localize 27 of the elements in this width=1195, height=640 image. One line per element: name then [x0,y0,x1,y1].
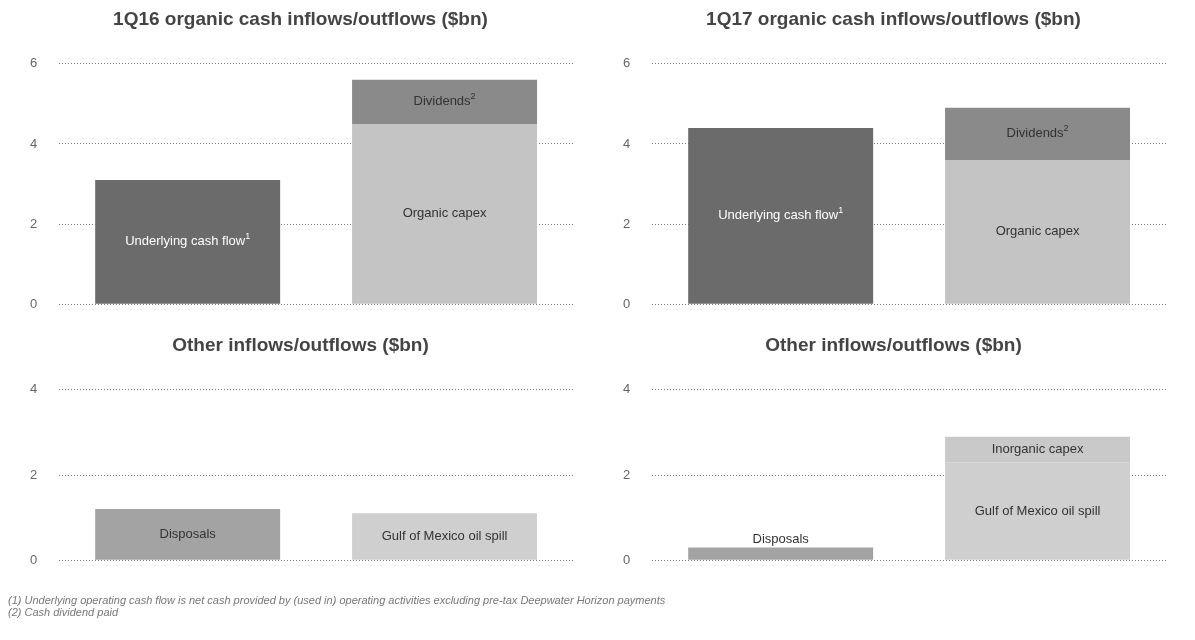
text: (2) Cash dividend paid [8,606,120,618]
chart-title: Other inflows/outflows ($bn) [764,334,1023,357]
series-label: Organic capex [995,223,1080,239]
y-tick-label: 2 [623,215,631,231]
series-label: Gulf of Mexico oil spill [974,502,1101,518]
y-tick-label: 4 [623,135,631,151]
chart-title: Other inflows/outflows ($bn) [171,334,430,357]
y-tick-label: 4 [623,381,631,397]
y-tick-label: 6 [30,55,38,71]
y-tick-label: 4 [30,135,38,151]
y-tick-label: 2 [623,466,631,482]
chart-title: 1Q16 organic cash inflows/outflows ($bn) [112,8,489,31]
series-label: Disposals [159,525,217,541]
y-tick-label: 2 [30,215,38,231]
y-tick-label: 2 [30,466,38,482]
y-tick-label: 4 [30,381,38,397]
y-tick-label: 0 [30,295,38,311]
series-label: Gulf of Mexico oil spill [381,528,508,544]
series-label: Inorganic capex [991,441,1084,457]
text: (1) Underlying operating cash flow is net cash provided by (used in) operating activities excluding pre-tax Deepwater Horizon payments [8,594,667,606]
y-tick-label: 0 [30,551,38,567]
series-label: Disposals [752,531,810,546]
y-tick-label: 0 [623,551,631,567]
y-tick-label: 0 [623,295,631,311]
series-label: Organic capex [402,205,487,221]
y-tick-label: 6 [623,55,631,71]
chart-title: 1Q17 organic cash inflows/outflows ($bn) [705,8,1082,31]
